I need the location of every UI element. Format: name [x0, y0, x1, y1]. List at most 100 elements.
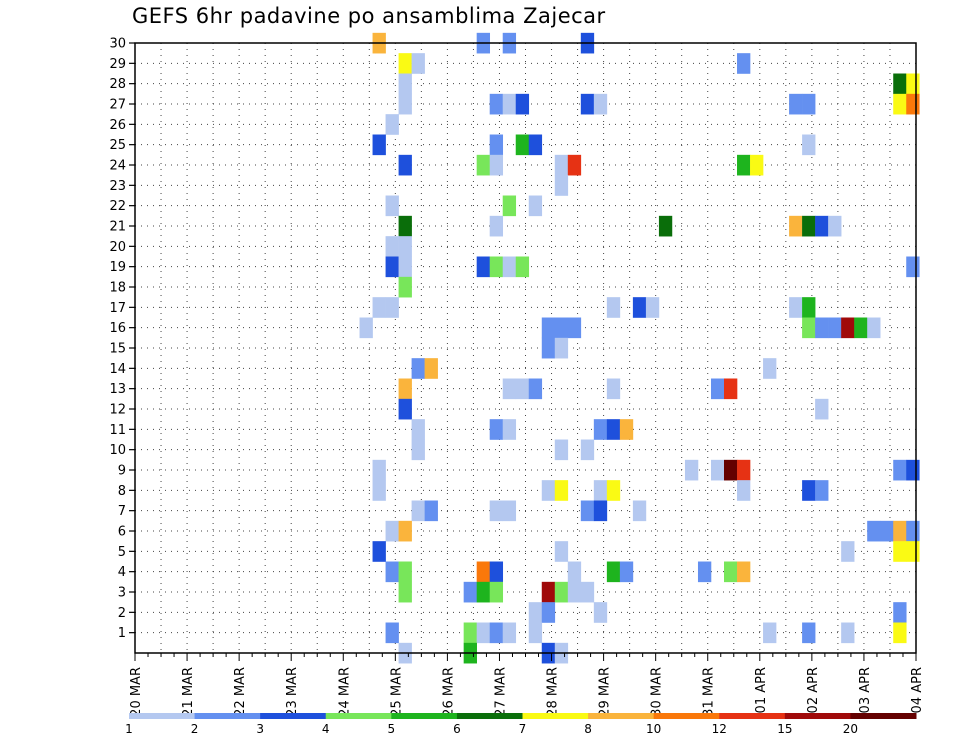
legend-swatch [653, 713, 720, 719]
heat-cell [815, 215, 829, 237]
heat-cell [893, 73, 907, 95]
heat-cell [515, 256, 530, 278]
heat-cell [645, 297, 660, 318]
chart-title: GEFS 6hr padavine po ansamblima Zajecar [132, 4, 606, 28]
heat-cell [502, 419, 517, 440]
heat-cell [489, 134, 504, 156]
heat-cell [398, 581, 412, 603]
heat-cell [593, 480, 608, 501]
heat-cell [502, 500, 517, 522]
heat-cell [424, 358, 438, 379]
heat-cell [632, 500, 647, 522]
heat-cell [802, 215, 816, 237]
heat-cell [867, 520, 881, 542]
heat-cell [710, 459, 725, 481]
heat-cell [619, 561, 634, 583]
y-tick-label: 4 [118, 565, 126, 580]
heat-cell [789, 215, 803, 237]
legend-swatch [784, 713, 851, 719]
heat-cell [893, 602, 907, 623]
heat-cell [502, 622, 517, 644]
heat-cell [867, 317, 881, 339]
x-tick-label: 29 MAR [598, 667, 613, 717]
heat-cell [841, 317, 855, 339]
x-tick-label: 26 MAR [441, 667, 456, 717]
x-tick-label: 24 MAR [337, 667, 352, 717]
heat-cell [632, 297, 647, 318]
heat-cell [854, 317, 868, 339]
heat-cell [737, 459, 751, 481]
heat-cell [528, 378, 543, 400]
heat-cell [841, 622, 855, 644]
heat-cell [606, 419, 621, 440]
heat-cell [828, 317, 842, 339]
y-tick-label: 18 [109, 281, 126, 296]
heat-cell [385, 236, 399, 257]
heat-cell [815, 480, 829, 501]
heat-cell [359, 317, 373, 339]
heat-cell [541, 337, 556, 359]
heat-cell [554, 317, 569, 339]
heat-cell [541, 602, 556, 623]
legend-swatch [719, 713, 786, 719]
heat-cell [593, 602, 608, 623]
x-tick-label: 27 MAR [493, 667, 508, 717]
heat-cell [528, 134, 543, 156]
heat-cell [710, 378, 725, 400]
heat-cell [489, 256, 504, 278]
x-tick-label: 31 MAR [702, 667, 717, 717]
heat-cell [398, 276, 412, 298]
legend-swatch [588, 713, 655, 719]
heat-cell [398, 236, 412, 257]
heat-cell [515, 93, 530, 115]
heat-cell [906, 459, 920, 481]
x-tick-label: 20 MAR [129, 667, 144, 717]
heat-cell [906, 256, 920, 278]
y-tick-label: 13 [109, 382, 126, 397]
heat-cell [554, 480, 569, 501]
heat-cell [476, 256, 491, 278]
legend-swatch [850, 713, 917, 719]
heat-cell [398, 73, 412, 95]
y-tick-label: 19 [109, 260, 126, 275]
heat-cell [893, 520, 907, 542]
heat-cell [567, 561, 582, 583]
heat-cell [554, 337, 569, 359]
legend-label: 2 [191, 722, 199, 736]
heat-cell [619, 419, 634, 440]
legend-label: 8 [584, 722, 592, 736]
heat-cell [802, 93, 816, 115]
x-tick-label: 21 MAR [181, 667, 196, 717]
heat-cell [802, 297, 816, 318]
heat-cell [763, 358, 777, 379]
heat-cell [372, 480, 386, 501]
legend-label: 1 [125, 722, 133, 736]
heat-cell [737, 561, 751, 583]
heat-cell [554, 541, 569, 562]
heat-cell [476, 622, 491, 644]
heat-cell [398, 215, 412, 237]
x-tick-label: 01 APR [754, 667, 769, 713]
heat-cell [515, 134, 530, 156]
heat-cell [528, 602, 543, 623]
heat-cell [489, 561, 504, 583]
legend-label: 15 [777, 722, 792, 736]
color-legend: 1 2 3 4 5 6 7 8 10 12 15 20 [125, 713, 917, 736]
heat-cell [893, 541, 907, 562]
heat-cell [385, 114, 399, 135]
legend-label: 20 [843, 722, 858, 736]
heat-cell [372, 459, 386, 481]
y-axis: 1234567891011121314151617181920212223242… [109, 37, 135, 641]
heat-cell [372, 541, 386, 562]
heat-cell [398, 561, 412, 583]
legend-swatch [325, 713, 392, 719]
heat-cell [737, 480, 751, 501]
y-tick-label: 7 [118, 504, 126, 519]
heat-cell [476, 154, 491, 176]
y-tick-label: 23 [109, 179, 126, 194]
legend-swatch [194, 713, 261, 719]
heat-cell [554, 154, 569, 176]
heat-cell [554, 175, 569, 196]
heat-cell [789, 297, 803, 318]
y-tick-label: 21 [109, 220, 126, 235]
